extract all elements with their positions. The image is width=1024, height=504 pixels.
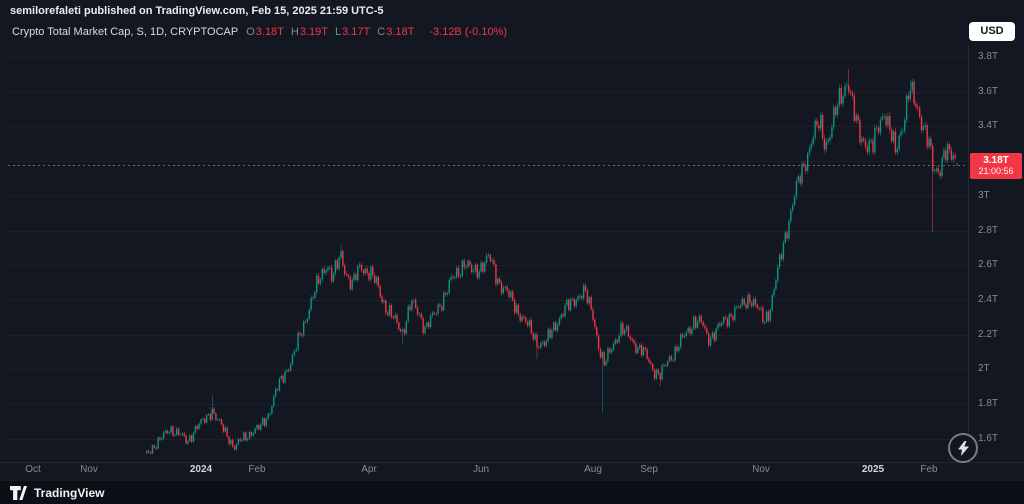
ohlc-label: L (335, 26, 342, 38)
time-tick-label: Nov (80, 464, 98, 475)
tradingview-wordmark[interactable]: TradingView (34, 485, 105, 500)
candlestick-chart[interactable] (8, 45, 968, 462)
ohlc-values: O3.18T H3.19T L3.17T C3.18T (246, 26, 421, 38)
price-tick-label: 3.6T (978, 85, 999, 97)
symbol-title[interactable]: Crypto Total Market Cap, S, 1D, CRYPTOCA… (12, 26, 239, 38)
time-tick-label: Aug (584, 464, 602, 475)
ohlc-value: 3.18T (255, 26, 284, 38)
candle-countdown: 21:00:56 (978, 165, 1014, 176)
time-tick-label: 2025 (861, 464, 885, 475)
price-tick-label: 2.6T (978, 259, 999, 271)
ohlc-value: 3.17T (342, 26, 371, 38)
ohlc-label: H (290, 26, 299, 38)
price-scale[interactable]: 3.8T 3.6T 3.4T 3T 2.8T 2.6T 2.4T 2.2T 2T 1.8T 1.6T (970, 45, 1024, 462)
time-tick-label: 2024 (189, 464, 213, 475)
time-tick-label: Feb (920, 464, 938, 475)
footer-bar: TradingView (0, 480, 1024, 504)
chart-legend: Crypto Total Market Cap, S, 1D, CRYPTOCA… (12, 26, 507, 38)
ohlc-value: 3.18T (386, 26, 415, 38)
ohlc-label: C (377, 26, 386, 38)
last-price-badge: 3.18T 21:00:56 (970, 152, 1022, 179)
ohlc-value: 3.19T (299, 26, 328, 38)
price-tick-label: 3.4T (978, 120, 999, 132)
price-tick-label: 3T (978, 189, 990, 201)
price-tick-label: 1.8T (978, 398, 999, 409)
time-tick-label: Jun (472, 464, 490, 475)
tradingview-logo-icon[interactable] (10, 485, 27, 500)
time-tick-label: Feb (248, 464, 266, 475)
time-scale-divider (0, 462, 1024, 463)
price-tick-label: 1.6T (978, 432, 999, 444)
price-tick-label: 2T (978, 363, 990, 375)
price-scale-divider (968, 45, 969, 462)
time-scale[interactable]: Oct Nov 2024 Feb Apr Jun Aug Sep Nov 2025 Feb (0, 464, 1024, 480)
ohlc-label: O (246, 26, 255, 38)
price-tick-label: 2.4T (978, 293, 999, 305)
quick-action-button[interactable] (948, 433, 978, 463)
time-tick-label: Nov (752, 464, 770, 475)
time-tick-label: Apr (361, 464, 377, 475)
lightning-icon (957, 440, 969, 456)
price-tick-label: 2.8T (978, 224, 999, 236)
time-tick-label: Sep (640, 464, 658, 475)
price-tick-label: 3.8T (978, 51, 999, 62)
price-tick-label: 2.2T (978, 328, 999, 340)
change-value: -3.12B (-0.10%) (429, 26, 508, 38)
time-tick-label: Oct (25, 464, 41, 475)
currency-button[interactable]: USD (969, 22, 1015, 41)
attribution-text: semilorefaleti published on TradingView.… (10, 5, 384, 17)
last-price-value: 3.18T (983, 154, 1009, 166)
